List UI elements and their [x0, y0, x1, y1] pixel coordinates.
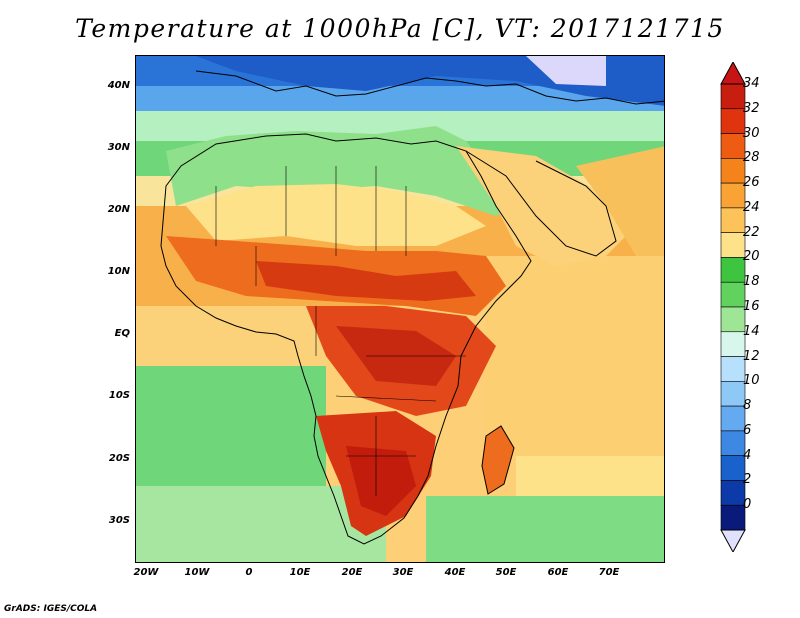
colorbar-tick-label: 12 [743, 348, 760, 364]
north-africa-land [166, 126, 516, 216]
colorbar-tick-label: 24 [743, 199, 760, 215]
lon-label-40e: 40E [444, 567, 466, 578]
colorbar-cell [720, 430, 746, 456]
lon-label-20e: 20E [341, 567, 363, 578]
lon-label-60e: 60E [547, 567, 569, 578]
lat-label-20s: 20S [108, 453, 130, 464]
colorbar-tick-label: 16 [743, 299, 760, 314]
lon-label-30e: 30E [392, 567, 414, 578]
map-title: Temperature at 1000hPa [C], VT: 20171217… [75, 14, 725, 43]
lat-label-30n: 30N [107, 142, 130, 153]
colorbar-cell [720, 158, 746, 184]
colorbar-bottom-arrow [720, 529, 746, 552]
colorbar-cell [720, 133, 746, 159]
grads-credit: GrADS: IGES/COLA [4, 604, 98, 614]
arabia-region [456, 146, 636, 266]
colorbar-tick-label: 32 [743, 100, 760, 116]
lat-label-30s: 30S [108, 515, 130, 526]
colorbar-tick-label: 20 [743, 249, 760, 265]
colorbar-tick-label: 22 [743, 224, 760, 240]
colorbar-tick-label: 10 [743, 373, 760, 389]
colorbar-cell [720, 281, 746, 308]
south-atlantic-cool [136, 366, 326, 486]
colorbar-cell [720, 405, 746, 432]
lon-label-20w: 20W [133, 567, 159, 578]
colorbar-cell [720, 381, 746, 407]
colorbar-cell [720, 455, 746, 481]
indian-ocean-warm [486, 256, 664, 456]
colorbar-tick-label: 14 [743, 323, 760, 339]
europe-coastline [195, 70, 664, 105]
colorbar-cell [720, 83, 746, 110]
lon-label-10w: 10W [184, 567, 210, 578]
colorbar-top-arrow [720, 62, 746, 85]
colorbar-cell [720, 207, 746, 233]
colorbar-tick-label: 6 [743, 422, 752, 438]
colorbar-cell [720, 356, 746, 382]
colorbar-cell [720, 504, 746, 531]
temperature-map [135, 55, 665, 563]
madagascar [482, 426, 514, 494]
country-borders [215, 166, 466, 496]
colorbar-cell [720, 257, 746, 283]
lon-label-10e: 10E [289, 567, 311, 578]
colorbar-tick-label: 28 [743, 150, 760, 166]
colorbar-tick-label: 4 [743, 447, 752, 463]
colorbar-tick-label: 34 [743, 76, 760, 91]
colorbar-tick-label: 0 [743, 497, 752, 513]
colorbar-cell [720, 182, 746, 209]
colorbar-tick-label: 30 [743, 125, 760, 141]
lon-label-70e: 70E [598, 567, 620, 578]
colorbar-tick-label: 8 [743, 398, 752, 414]
colorbar-cell [720, 480, 746, 506]
colorbar-cell [720, 232, 746, 258]
south-indian-cool [426, 496, 664, 562]
lat-label-40n: 40N [107, 80, 130, 91]
colorbar-tick-label: 18 [743, 274, 760, 290]
colorbar-cell [720, 108, 746, 134]
colorbar-tick-label: 2 [743, 472, 752, 488]
colorbar-cell [720, 331, 746, 357]
colorbar-cell [720, 306, 746, 333]
lat-label-10s: 10S [108, 390, 130, 401]
lat-label-10n: 10N [107, 266, 130, 277]
color-legend-bar [720, 62, 746, 552]
africa-coastline [160, 133, 532, 545]
arabia-coastline [465, 150, 617, 257]
lat-label-20n: 20N [107, 204, 130, 215]
colorbar-tick-label: 26 [743, 175, 760, 191]
lon-label-0: 0 [245, 567, 253, 578]
lat-label-eq: EQ [114, 328, 130, 339]
lon-label-50e: 50E [495, 567, 517, 578]
